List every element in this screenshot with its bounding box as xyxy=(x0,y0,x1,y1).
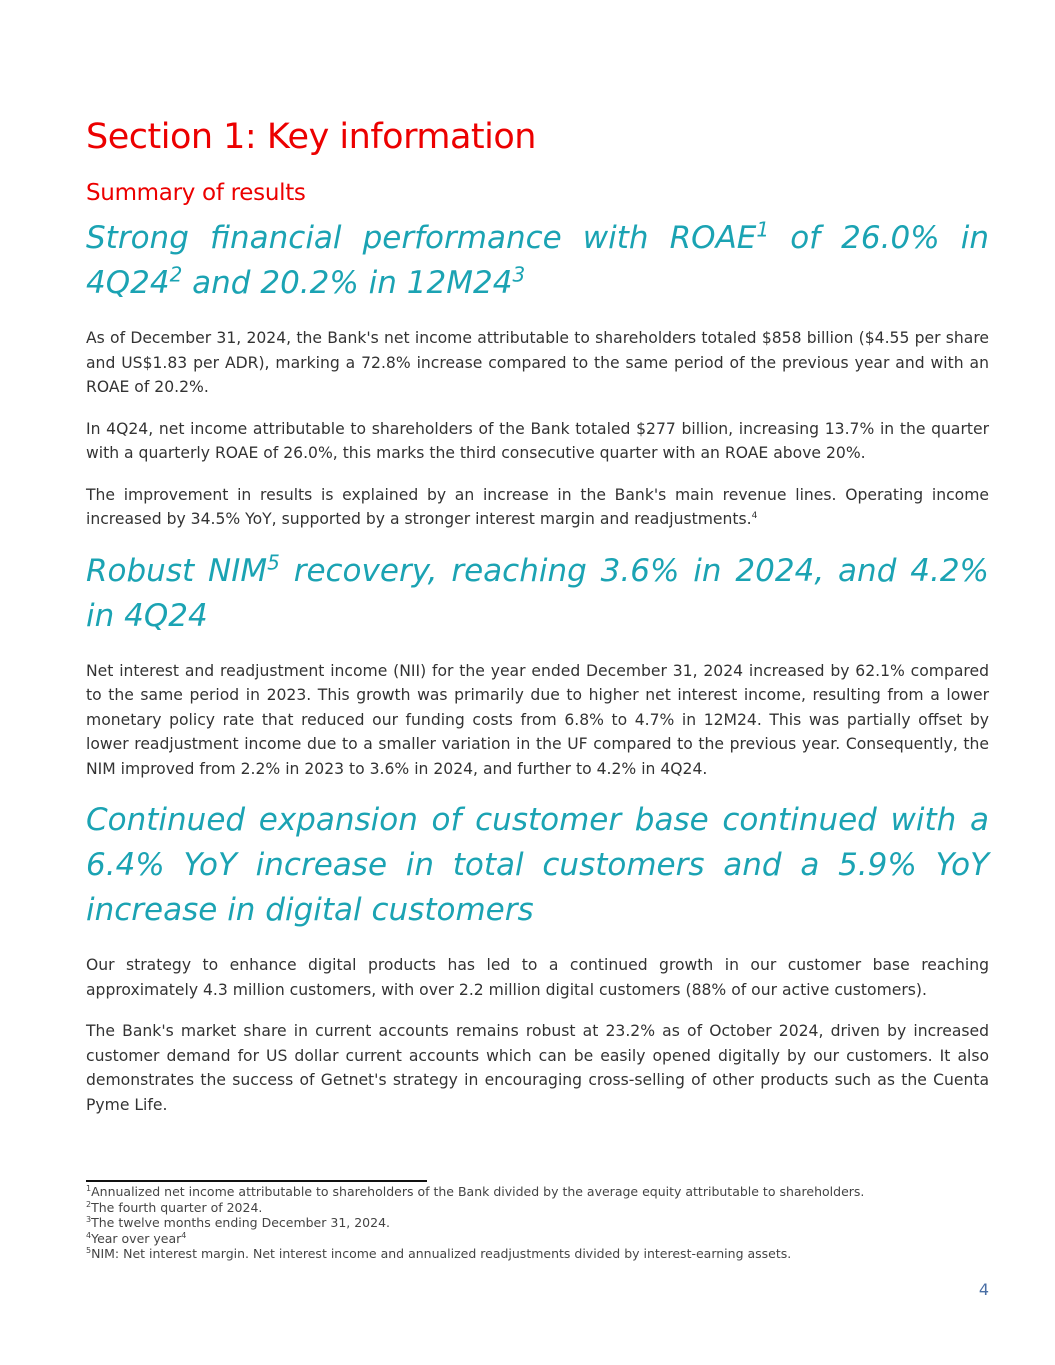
superscript: 4 xyxy=(751,510,758,521)
footnote-mark: 2 xyxy=(86,1199,92,1209)
superscript: 5 xyxy=(267,550,280,575)
paragraph: The Bank's market share in current accou… xyxy=(86,1019,989,1117)
footnote-text: NIM: Net interest margin. Net interest i… xyxy=(91,1246,792,1261)
footnote: 3The twelve months ending December 31, 2… xyxy=(86,1215,989,1231)
heading-text: and 20.2% in 12M24 xyxy=(182,265,513,301)
paragraph-text: As of December 31, 2024, the Bank's net … xyxy=(86,329,989,396)
footnote-text: Year over year xyxy=(91,1230,182,1246)
footnote: 5NIM: Net interest margin. Net interest … xyxy=(86,1246,989,1262)
heading-text: Strong financial performance with ROAE xyxy=(86,220,757,256)
footnote-mark: 4 xyxy=(86,1230,92,1240)
footnote: 2The fourth quarter of 2024. xyxy=(86,1200,989,1216)
footnote-rule xyxy=(86,1180,427,1182)
paragraph-text: In 4Q24, net income attributable to shar… xyxy=(86,419,989,463)
paragraph-text: Our strategy to enhance digital products… xyxy=(86,956,989,999)
superscript: 3 xyxy=(512,262,526,287)
paragraph-text: The improvement in results is explained … xyxy=(86,485,989,529)
footnote-mark: 5 xyxy=(86,1245,92,1255)
footnotes: 1Annualized net income attributable to s… xyxy=(86,1184,989,1262)
heading-text: recovery, reaching 3.6% in 2024, and 4.2… xyxy=(86,552,989,634)
section-title: Section 1: Key information xyxy=(86,117,536,157)
content: Section 1: Key information Summary of re… xyxy=(86,112,989,1134)
footnote: 4Year over year4 xyxy=(86,1231,989,1247)
heading-text: Robust NIM xyxy=(86,552,268,589)
heading: Continued expansion of customer base con… xyxy=(86,798,989,933)
paragraph: Net interest and readjustment income (NI… xyxy=(86,659,989,782)
subtitle: Summary of results xyxy=(86,180,306,206)
footnote-mark: 1 xyxy=(86,1183,92,1193)
heading-text: of 26.0% in 4Q24 xyxy=(86,220,990,301)
footnote: 1Annualized net income attributable to s… xyxy=(86,1184,989,1200)
footnote-text: The fourth quarter of 2024. xyxy=(91,1199,263,1215)
heading: Strong financial performance with ROAE1 … xyxy=(86,216,989,306)
page-number: 4 xyxy=(978,1280,989,1299)
superscript: 1 xyxy=(756,217,770,242)
heading-text: Continued expansion of customer base con… xyxy=(86,802,989,928)
heading: Robust NIM5 recovery, reaching 3.6% in 2… xyxy=(86,549,989,639)
footnote-text: The twelve months ending December 31, 20… xyxy=(91,1215,391,1230)
paragraph: The improvement in results is explained … xyxy=(86,483,989,532)
superscript: 2 xyxy=(169,262,183,287)
footnote-ref: 4 xyxy=(181,1230,187,1240)
footnote-text: Annualized net income attributable to sh… xyxy=(91,1184,865,1199)
paragraph: As of December 31, 2024, the Bank's net … xyxy=(86,326,989,400)
paragraph: In 4Q24, net income attributable to shar… xyxy=(86,417,989,466)
paragraph-text: Net interest and readjustment income (NI… xyxy=(86,661,989,778)
paragraph: Our strategy to enhance digital products… xyxy=(86,953,989,1002)
paragraph-text: The Bank's market share in current accou… xyxy=(86,1022,989,1114)
footnote-mark: 3 xyxy=(86,1214,92,1224)
